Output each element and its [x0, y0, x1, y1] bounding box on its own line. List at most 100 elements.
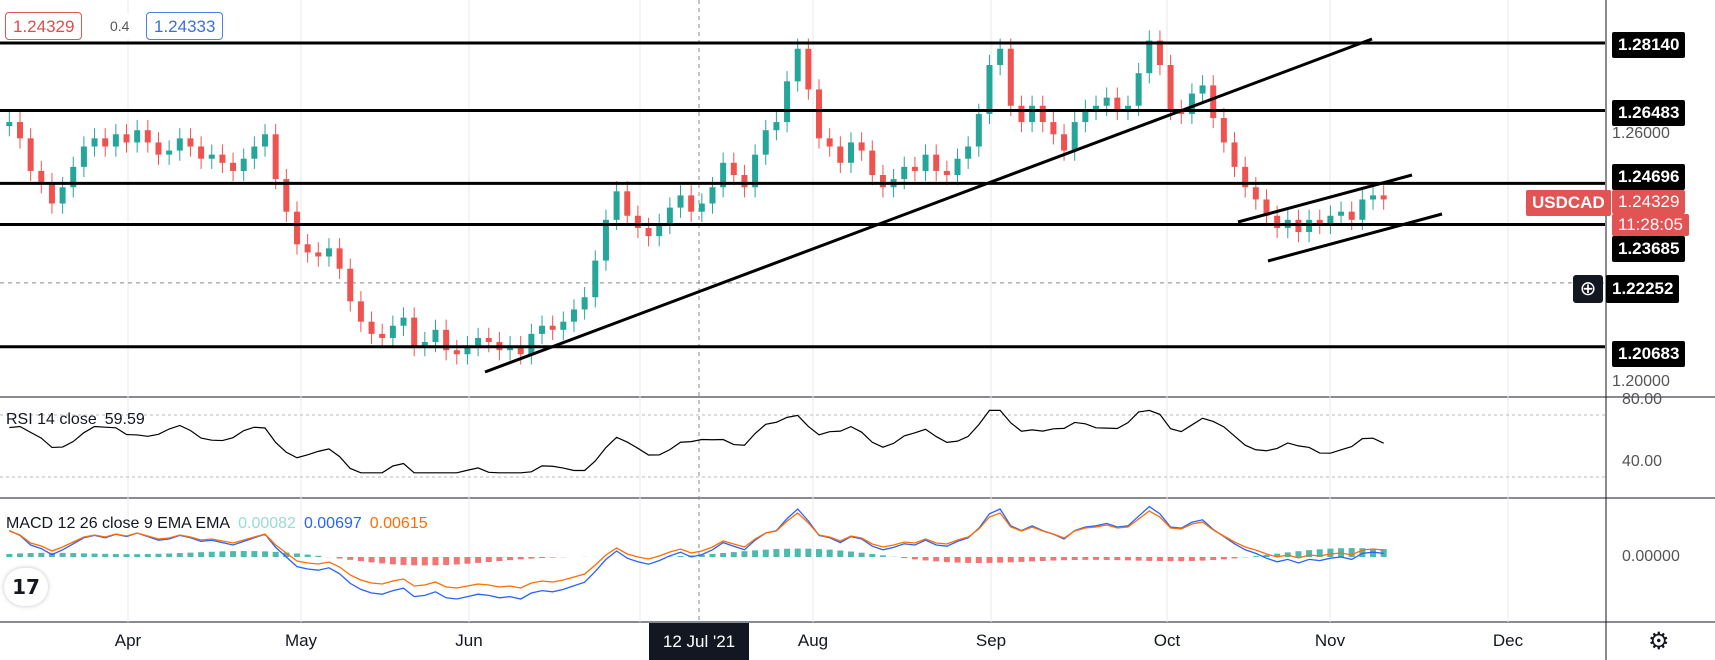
x-label-may: May	[284, 631, 318, 650]
channel-lower	[1267, 212, 1443, 263]
candle-body	[794, 48, 801, 82]
candle-body	[464, 346, 471, 355]
candle-body	[730, 162, 737, 176]
macd-hist-bar	[112, 554, 119, 557]
macd-hist-bar	[251, 551, 258, 557]
macd-hist-bar	[176, 553, 183, 557]
candle-body	[187, 138, 194, 147]
macd-hist-bar	[879, 555, 886, 557]
candle-body	[592, 260, 599, 298]
macd-hist-bar	[773, 549, 780, 557]
candle-body	[166, 150, 173, 155]
candle-body	[645, 227, 652, 237]
macd-hist-bar	[1146, 557, 1153, 561]
candle-body	[517, 346, 524, 355]
macd-hist-bar	[240, 551, 247, 557]
candle-body	[123, 134, 130, 143]
macd-hist-bar	[134, 554, 141, 557]
macd-hist-bar	[262, 551, 269, 557]
macd-hist-bar	[794, 548, 801, 557]
candle-body	[475, 337, 482, 347]
macd-hist-bar	[549, 557, 556, 558]
macd-hist-bar	[1274, 553, 1281, 557]
candle-body	[80, 146, 87, 167]
macd-hist-bar	[805, 548, 812, 557]
candle-body	[528, 333, 535, 355]
macd-axis-zero: 0.00000	[1622, 548, 1680, 565]
level-tag-3[interactable]: 1.24696	[1612, 164, 1686, 190]
macd-hist-bar	[475, 557, 482, 563]
macd-hist-bar	[1199, 557, 1206, 561]
candle-body	[975, 113, 982, 147]
macd-hist-bar	[1039, 557, 1046, 561]
rsi-line	[9, 409, 1384, 474]
candle-body	[6, 122, 13, 127]
level-tag-4[interactable]: 1.23685	[1612, 236, 1686, 262]
candle-body	[1252, 187, 1259, 200]
macd-hist-bar	[975, 557, 982, 563]
candle-body	[1316, 219, 1323, 224]
x-label-apr: Apr	[114, 631, 142, 650]
macd-hist-bar	[485, 557, 492, 562]
candle-body	[1167, 65, 1174, 110]
macd-hist-bar	[847, 551, 854, 557]
price-axis-label-2: 1.20000	[1612, 373, 1670, 390]
macd-hist-bar	[688, 555, 695, 557]
level-tag-5[interactable]: 1.20683	[1612, 341, 1686, 367]
candle-body	[155, 142, 162, 155]
candle-body	[997, 48, 1004, 66]
candle-body	[1220, 117, 1227, 143]
macd-hist-bar	[901, 557, 908, 559]
candle-body	[251, 146, 258, 159]
rsi-label: RSI 14 close	[6, 411, 97, 428]
macd-legend: MACD 12 26 close 9 EMA EMA 0.00082 0.00697…	[6, 515, 428, 533]
candle-body	[826, 138, 833, 147]
candle-body	[1327, 215, 1334, 224]
candle-body	[1370, 195, 1377, 200]
candle-body	[720, 162, 727, 188]
macd-hist-value: 0.00082	[238, 515, 296, 532]
level-tag-2[interactable]: 1.26483	[1612, 100, 1686, 126]
candle-body	[570, 309, 577, 322]
candle-body	[816, 89, 823, 139]
candle-body	[1018, 105, 1025, 123]
ask-quote[interactable]: 1.24333	[146, 12, 224, 40]
macd-hist-bar	[922, 557, 929, 561]
candle-body	[325, 248, 332, 257]
candle-body	[38, 170, 45, 184]
macd-hist-bar	[368, 557, 375, 563]
candle-body	[1050, 122, 1057, 135]
candle-body	[1039, 105, 1046, 123]
candle-body	[698, 203, 705, 212]
macd-hist-bar	[155, 553, 162, 557]
macd-hist-bar	[293, 553, 300, 557]
candle-body	[1359, 199, 1366, 220]
candle-body	[773, 122, 780, 131]
candle-body	[1082, 109, 1089, 123]
macd-hist-bar	[496, 557, 503, 562]
candle-body	[304, 244, 311, 253]
candle-body	[539, 325, 546, 334]
candle-body	[411, 317, 418, 347]
candle-body	[901, 166, 908, 180]
x-label-nov: Nov	[1314, 631, 1346, 650]
macd-hist-bar	[1231, 557, 1238, 559]
macd-hist-bar	[517, 557, 524, 560]
macd-hist-bar	[70, 553, 77, 557]
trendline-main	[484, 37, 1373, 374]
macd-hist-bar	[187, 552, 194, 557]
macd-hist-bar	[1018, 557, 1025, 562]
tradingview-logo-icon[interactable]: 17	[4, 568, 48, 606]
macd-hist-bar	[464, 557, 471, 564]
gear-icon[interactable]: ⚙	[1648, 628, 1670, 655]
plus-circle-icon[interactable]: ⊕	[1573, 275, 1603, 303]
candle-body	[102, 138, 109, 147]
candle-body	[1103, 97, 1110, 106]
candle-body	[357, 301, 364, 322]
bid-quote[interactable]: 1.24329	[5, 12, 83, 40]
last-price-tag: 1.24329	[1612, 190, 1686, 214]
macd-hist-bar	[943, 557, 950, 563]
macd-hist-bar	[698, 554, 705, 557]
level-tag-1[interactable]: 1.28140	[1612, 32, 1686, 58]
